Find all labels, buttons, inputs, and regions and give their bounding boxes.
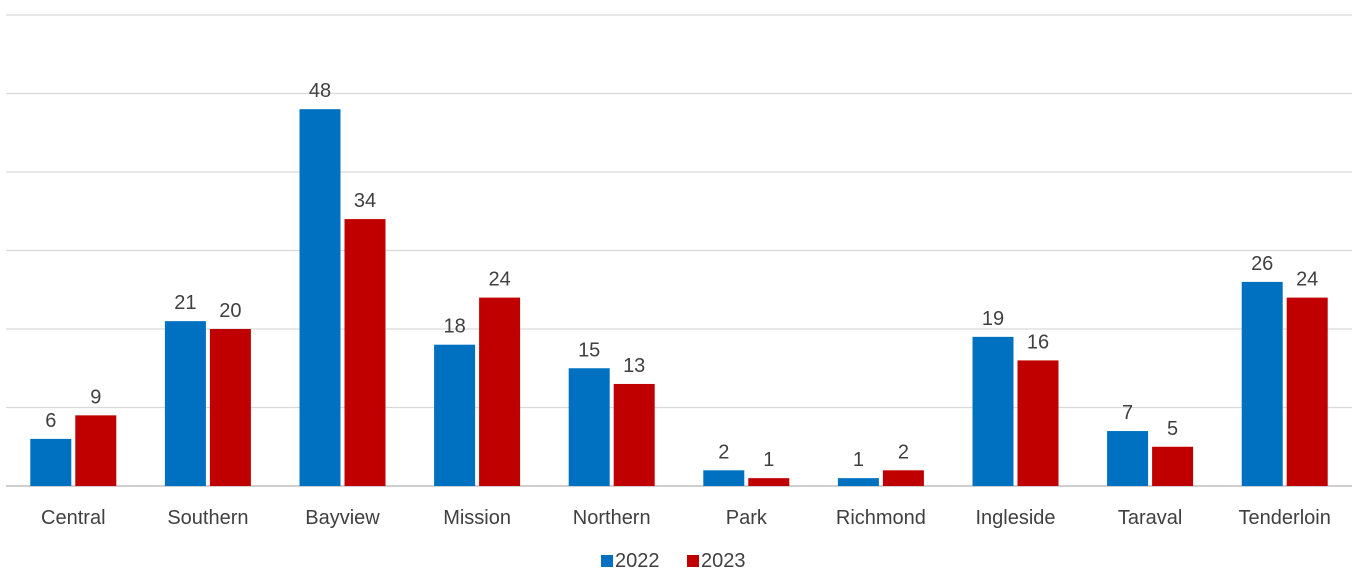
bar-central-2023	[75, 415, 117, 486]
data-label: 18	[443, 316, 465, 338]
data-label: 26	[1251, 253, 1273, 275]
data-label: 24	[1296, 269, 1318, 291]
bar-richmond-2022	[837, 478, 879, 486]
data-label: 19	[982, 308, 1004, 330]
bar-central-2022	[30, 438, 72, 486]
bar-northern-2023	[613, 383, 655, 486]
x-tick-label: Northern	[573, 507, 651, 529]
bar-taraval-2023	[1152, 446, 1194, 486]
data-label: 2	[718, 441, 729, 463]
legend: 2022 2023	[601, 550, 746, 572]
data-label: 48	[309, 80, 331, 102]
data-label: 9	[90, 386, 101, 408]
data-label: 13	[623, 355, 645, 377]
gridlines	[6, 14, 1352, 487]
bar-southern-2022	[164, 321, 206, 486]
bar-tenderloin-2023	[1286, 297, 1328, 486]
bar-bayview-2022	[299, 109, 341, 486]
bars	[30, 109, 1328, 486]
bar-richmond-2023	[882, 470, 924, 486]
data-label: 1	[853, 449, 864, 471]
x-tick-label: Ingleside	[975, 507, 1055, 529]
bar-northern-2022	[568, 368, 610, 486]
bar-park-2022	[703, 470, 745, 486]
data-label: 16	[1027, 331, 1049, 353]
x-tick-label: Central	[41, 507, 105, 529]
bar-tenderloin-2022	[1241, 281, 1283, 486]
x-tick-label: Park	[726, 507, 768, 529]
data-label: 1	[763, 449, 774, 471]
bar-taraval-2022	[1107, 431, 1149, 486]
data-label: 34	[354, 190, 376, 212]
bar-mission-2022	[434, 344, 476, 486]
x-tick-label: Taraval	[1118, 507, 1182, 529]
legend-swatch-2023	[687, 555, 699, 567]
bar-mission-2023	[479, 297, 521, 486]
data-label: 7	[1122, 402, 1133, 424]
data-label: 15	[578, 339, 600, 361]
bar-southern-2023	[209, 329, 251, 486]
data-label: 21	[174, 292, 196, 314]
bar-park-2023	[748, 478, 790, 486]
bar-ingleside-2022	[972, 336, 1014, 486]
legend-label-2023: 2023	[701, 550, 746, 572]
data-label: 24	[488, 269, 510, 291]
data-label: 6	[45, 410, 56, 432]
x-tick-label: Tenderloin	[1239, 507, 1331, 529]
x-tick-label: Mission	[443, 507, 511, 529]
x-tick-label: Bayview	[305, 507, 380, 529]
x-axis-tick-labels: Central Southern Bayview Mission Northern Par…	[41, 507, 1331, 529]
data-label: 20	[219, 300, 241, 322]
data-label: 5	[1167, 418, 1178, 440]
data-label: 2	[898, 441, 909, 463]
legend-label-2022: 2022	[615, 550, 660, 572]
bar-ingleside-2023	[1017, 360, 1059, 486]
legend-swatch-2022	[601, 555, 613, 567]
x-tick-label: Richmond	[836, 507, 926, 529]
x-tick-label: Southern	[167, 507, 248, 529]
bar-bayview-2023	[344, 219, 386, 486]
